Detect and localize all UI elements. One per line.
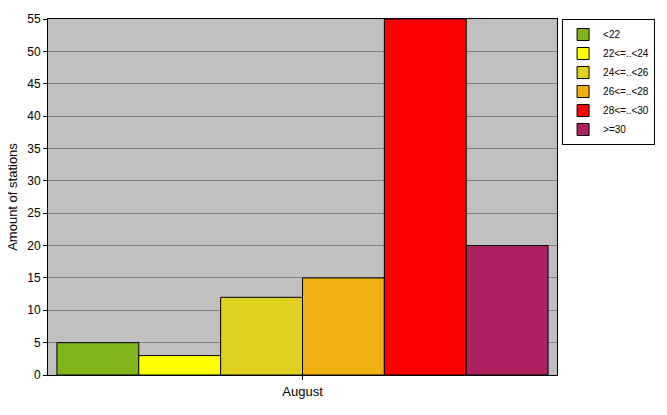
svg-text:40: 40 [27, 109, 41, 123]
svg-text:10: 10 [27, 303, 41, 317]
svg-text:5: 5 [34, 336, 41, 350]
svg-text:0: 0 [34, 368, 41, 382]
svg-text:45: 45 [27, 77, 41, 91]
svg-text:25: 25 [27, 206, 41, 220]
svg-text:>=30: >=30 [603, 124, 626, 135]
svg-text:35: 35 [27, 142, 41, 156]
svg-text:26<=..<28: 26<=..<28 [603, 86, 649, 97]
svg-text:28<=..<30: 28<=..<30 [603, 105, 649, 116]
svg-text:24<=..<26: 24<=..<26 [603, 67, 649, 78]
svg-text:22<=..<24: 22<=..<24 [603, 48, 649, 59]
svg-text:August: August [282, 384, 323, 399]
svg-text:30: 30 [27, 174, 41, 188]
svg-text:20: 20 [27, 239, 41, 253]
svg-text:50: 50 [27, 45, 41, 59]
svg-text:15: 15 [27, 271, 41, 285]
svg-text:55: 55 [27, 12, 41, 26]
svg-text:Amount of stations: Amount of stations [5, 143, 20, 251]
svg-text:<22: <22 [603, 29, 620, 40]
